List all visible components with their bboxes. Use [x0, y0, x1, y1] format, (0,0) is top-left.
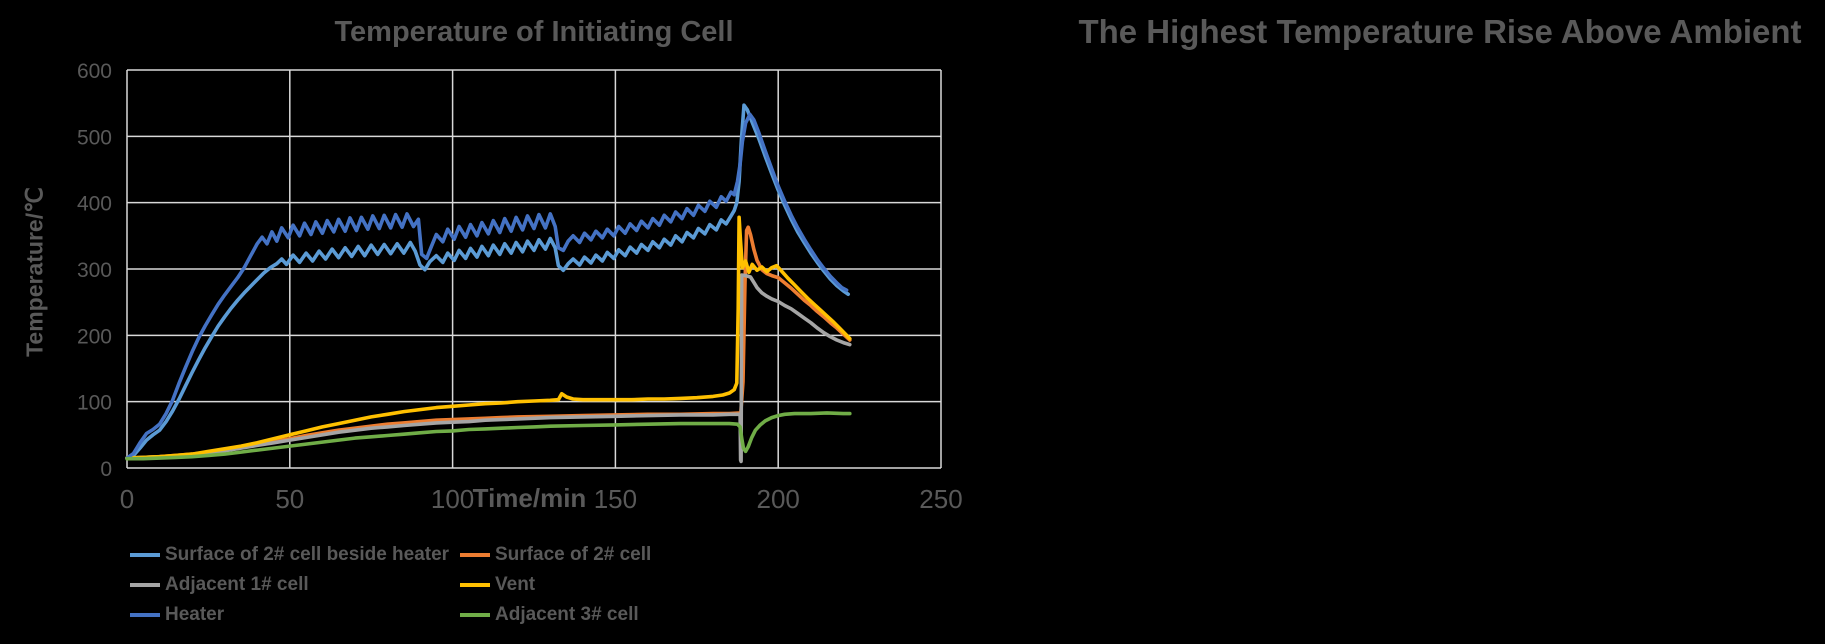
x-tick-label-100: 100: [431, 484, 474, 514]
x-tick-label-250: 250: [919, 484, 962, 514]
series-line-2: [125, 273, 852, 464]
x-tick-label-200: 200: [757, 484, 800, 514]
legend-label: Adjacent 1# cell: [165, 574, 309, 595]
y-tick-label-300: 300: [77, 259, 112, 282]
y-tick-label-600: 600: [77, 60, 112, 83]
chart-title: Temperature of Initiating Cell: [334, 16, 734, 48]
series-line-4: [125, 112, 849, 460]
x-tick-label-0: 0: [120, 484, 134, 514]
legend-label: Surface of 2# cell: [495, 544, 652, 565]
y-tick-label-100: 100: [77, 392, 112, 415]
y-tick-label-200: 200: [77, 325, 112, 348]
legend-item-vent: Vent: [460, 573, 790, 597]
series-line-5: [125, 411, 852, 461]
x-tick-label-150: 150: [594, 484, 637, 514]
legend-label: Surface of 2# cell beside heater: [165, 544, 450, 565]
y-axis-title: Temperature/℃: [21, 187, 48, 357]
legend-swatch-adjacent-1: [130, 583, 160, 587]
legend-label: Adjacent 3# cell: [495, 604, 639, 625]
legend-swatch-vent: [460, 583, 490, 587]
legend-label: Heater: [165, 604, 225, 625]
legend-label: Vent: [495, 574, 536, 595]
right-panel-title: The Highest Temperature Rise Above Ambie…: [1078, 13, 1802, 50]
x-axis-title: Time/min: [472, 483, 587, 513]
x-tick-label-50: 50: [275, 484, 304, 514]
legend-swatch-heater: [130, 613, 160, 617]
y-tick-label-400: 400: [77, 193, 112, 216]
y-tick-label-500: 500: [77, 126, 112, 149]
y-tick-label-0: 0: [100, 458, 112, 481]
legend-swatch-surface-2-beside-heater: [130, 553, 160, 557]
series-line-0: [125, 103, 851, 460]
legend-item-surface-2: Surface of 2# cell: [460, 543, 790, 567]
legend-item-heater: Heater: [130, 603, 460, 627]
chart-legend: Surface of 2# cell beside heater Surface…: [130, 543, 790, 627]
legend-swatch-surface-2: [460, 553, 490, 557]
legend-item-adjacent-3: Adjacent 3# cell: [460, 603, 790, 627]
series-line-3: [125, 215, 852, 460]
legend-item-adjacent-1: Adjacent 1# cell: [130, 573, 460, 597]
legend-item-surface-2-beside-heater: Surface of 2# cell beside heater: [130, 543, 460, 567]
legend-swatch-adjacent-3: [460, 613, 490, 617]
